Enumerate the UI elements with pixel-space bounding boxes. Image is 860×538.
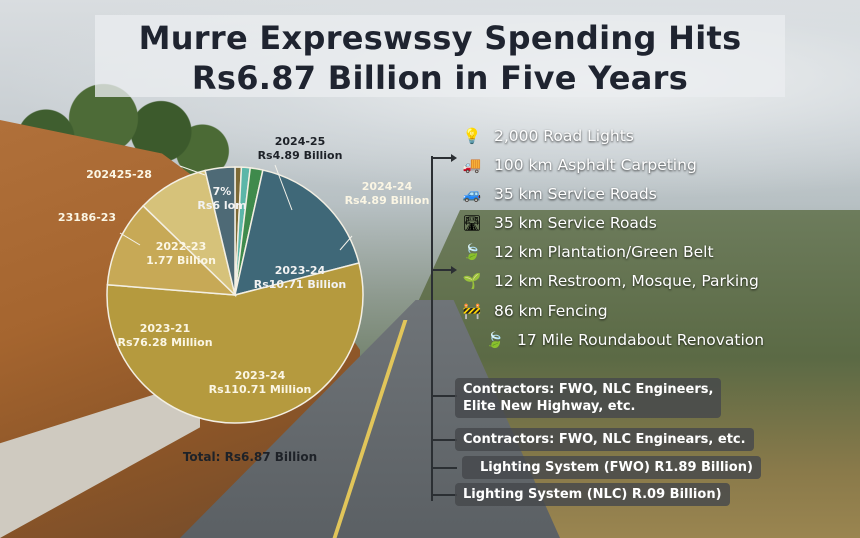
- title-banner: [95, 15, 785, 97]
- slice-label-teal-year: 2023-24: [274, 264, 326, 277]
- outer-label-top: 2024-25 Rs4.89 Billion: [250, 135, 350, 163]
- truck-icon: 🚚: [462, 156, 482, 174]
- feature-text: 12 km Restroom, Mosque, Parking: [494, 272, 759, 290]
- slice-label-left-value: Rs76.28 Million: [117, 336, 213, 349]
- slice-label-light-year: 2022-23: [155, 240, 207, 253]
- title-line-1: Murre Expreswssy Spending Hits: [138, 19, 742, 57]
- pie-total: Total: Rs6.87 Billion: [182, 450, 318, 464]
- feature-text: 100 km Asphalt Carpeting: [494, 156, 697, 174]
- feature-text: 12 km Plantation/Green Belt: [494, 243, 714, 261]
- slice-label-main-year: 2023-24: [234, 369, 286, 382]
- feature-item: 🛣 35 km Service Roads: [462, 211, 657, 235]
- outer-label-upper-left-year: 202425-28: [86, 168, 152, 181]
- slice-label-left-year: 2023-21: [139, 322, 191, 335]
- road-icon: 🛣: [462, 214, 482, 232]
- feature-text: 35 km Service Roads: [494, 185, 657, 203]
- feature-item: 🚧 86 km Fencing: [462, 299, 608, 323]
- outer-label-right: 2024-24 Rs4.89 Billion: [337, 180, 437, 208]
- slice-label-left: 2023-21 Rs76.28 Million: [110, 322, 220, 350]
- fence-icon: 🚧: [462, 302, 482, 320]
- leader-line: [274, 164, 293, 211]
- slice-label-teal: 2023-24 Rs10.71 Billion: [250, 264, 350, 292]
- sprout-icon: 🌱: [462, 272, 482, 290]
- outer-label-upper-left: 202425-28: [80, 168, 158, 182]
- slice-label-small-pct: 7%: [212, 185, 232, 198]
- slice-label-main: 2023-24 Rs110.71 Million: [205, 369, 315, 397]
- leaf-icon: 🍃: [462, 243, 482, 261]
- contractors-box-1-line1: Contractors: FWO, NLC Engineers,: [463, 382, 714, 397]
- feature-item: 🚚 100 km Asphalt Carpeting: [462, 153, 697, 177]
- feature-item: 🍃 12 km Plantation/Green Belt: [462, 240, 714, 264]
- lighting-fwo-box: Lighting System (FWO) R1.89 Billion): [462, 456, 761, 479]
- outer-label-right-value: Rs4.89 Billion: [344, 194, 430, 207]
- outer-label-top-year: 2024-25: [274, 135, 326, 148]
- connector-line: [431, 156, 433, 501]
- lighting-nlc-box: Lighting System (NLC) R.09 Billion): [455, 483, 730, 506]
- slice-label-small: 7% Rs6 lom: [196, 185, 248, 213]
- lightbulb-icon: 💡: [462, 127, 482, 145]
- connector-arrow: [433, 154, 457, 162]
- pie-slice: [106, 204, 238, 296]
- title-line-2: Rs6.87 Billion in Five Years: [191, 59, 689, 97]
- leader-line: [179, 165, 206, 176]
- pie-slice: [204, 166, 236, 296]
- slice-label-light: 2022-23 1.77 Billion: [136, 240, 226, 268]
- connector-arrow: [433, 266, 457, 274]
- feature-item: 🌱 12 km Restroom, Mosque, Parking: [462, 269, 759, 293]
- box-connector: [433, 395, 457, 397]
- slice-label-main-value: Rs110.71 Million: [208, 383, 312, 396]
- feature-item: 🚙 35 km Service Roads: [462, 182, 657, 206]
- contractors-box-2: Contractors: FWO, NLC Enginears, etc.: [455, 428, 754, 451]
- feature-item: 🍃 17 Mile Roundabout Renovation: [485, 328, 764, 352]
- box-connector: [433, 467, 457, 469]
- page-title: Murre Expreswssy Spending Hits Rs6.87 Bi…: [95, 18, 785, 98]
- box-connector: [433, 494, 457, 496]
- slice-label-small-value: Rs6 lom: [197, 199, 247, 212]
- outer-label-top-value: Rs4.89 Billion: [257, 149, 343, 162]
- outer-label-left-year: 23186-23: [57, 211, 117, 224]
- feature-text: 17 Mile Roundabout Renovation: [517, 331, 765, 349]
- outer-label-left: 23186-23: [52, 211, 122, 225]
- contractors-box-1-line2: Elite New Highway, etc.: [463, 399, 636, 414]
- feature-item: 💡 2,000 Road Lights: [462, 124, 634, 148]
- feature-text: 35 km Service Roads: [494, 214, 657, 232]
- slice-label-teal-value: Rs10.71 Billion: [253, 278, 347, 291]
- feature-text: 2,000 Road Lights: [494, 127, 634, 145]
- pie-slice: [234, 169, 360, 297]
- box-connector: [433, 439, 457, 441]
- slice-label-light-value: 1.77 Billion: [146, 254, 216, 267]
- pie-slice: [106, 262, 364, 424]
- outer-label-right-year: 2024-24: [361, 180, 413, 193]
- leader-line: [119, 232, 141, 246]
- contractors-box-1: Contractors: FWO, NLC Engineers, Elite N…: [455, 378, 722, 418]
- feature-text: 86 km Fencing: [494, 302, 608, 320]
- car-icon: 🚙: [462, 185, 482, 203]
- leader-line: [339, 235, 353, 251]
- leaf-icon: 🍃: [485, 331, 505, 349]
